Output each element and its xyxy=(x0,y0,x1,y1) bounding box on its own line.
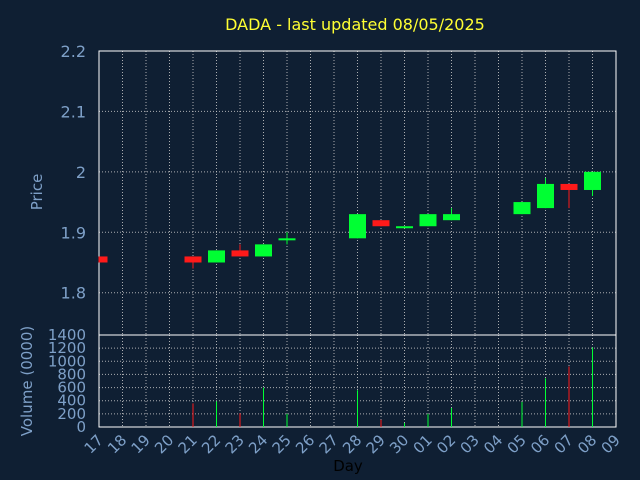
price-tick-label: 2 xyxy=(76,163,86,182)
candle-body xyxy=(513,202,531,215)
x-ticks: 1718192021222324252627282930010203040506… xyxy=(81,431,624,457)
candle-body xyxy=(537,183,554,209)
volume-tick-label: 1400 xyxy=(48,326,86,344)
price-y-ticks: 2.2 2.1 2 1.9 1.8 xyxy=(61,42,86,303)
volume-tick-label: 1200 xyxy=(48,339,86,357)
candle-body xyxy=(208,250,225,263)
volume-axis-label: Volume (0000) xyxy=(18,326,36,436)
candle-body xyxy=(231,250,249,257)
price-axis-label: Price xyxy=(28,174,46,211)
candle-body xyxy=(349,214,366,239)
volume-tick-label: 1000 xyxy=(48,352,86,370)
chart-title: DADA - last updated 08/05/2025 xyxy=(225,15,485,34)
candles xyxy=(98,171,601,269)
volume-tick-label: 600 xyxy=(57,379,86,397)
volume-bars xyxy=(192,347,593,427)
price-tick-label: 1.8 xyxy=(61,284,86,303)
x-axis-label: Day xyxy=(333,457,363,475)
volume-tick-label: 0 xyxy=(76,418,86,436)
candle-body xyxy=(396,226,413,229)
candle-body xyxy=(584,171,601,190)
volume-tick-label: 400 xyxy=(57,392,86,410)
price-tick-label: 2.2 xyxy=(61,42,86,61)
candle-body xyxy=(560,183,578,190)
candle-body xyxy=(419,214,437,227)
candle-body xyxy=(372,220,390,227)
volume-tick-label: 200 xyxy=(57,405,86,423)
candle-body xyxy=(443,214,460,221)
candle-body xyxy=(278,238,296,241)
candle-body xyxy=(255,244,272,257)
volume-tick-label: 800 xyxy=(57,365,86,383)
price-tick-label: 2.1 xyxy=(61,102,86,121)
candle-body xyxy=(99,256,108,263)
candle-body xyxy=(184,256,202,263)
price-tick-label: 1.9 xyxy=(61,223,86,242)
